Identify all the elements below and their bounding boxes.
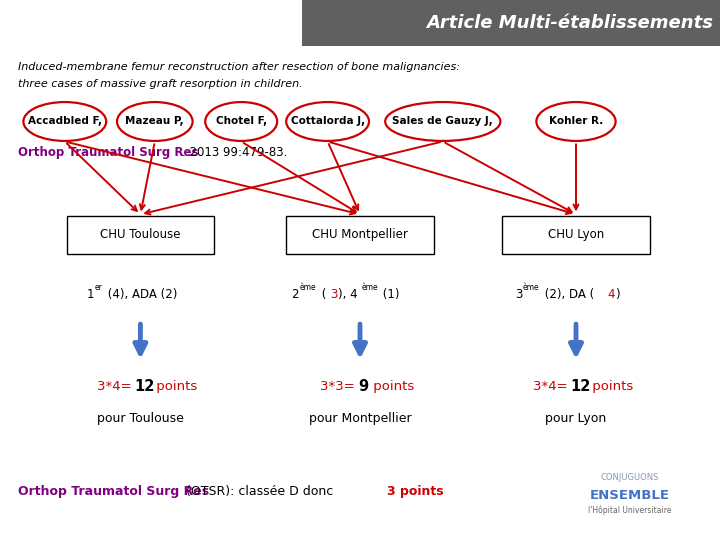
Text: pour Montpellier: pour Montpellier xyxy=(309,412,411,425)
Text: Orthop Traumatol Surg Res: Orthop Traumatol Surg Res xyxy=(18,485,209,498)
Text: 3*4=: 3*4= xyxy=(97,380,136,393)
Text: points: points xyxy=(152,380,197,393)
Text: Sales de Gauzy J,: Sales de Gauzy J, xyxy=(392,117,493,126)
Text: CHU Toulouse: CHU Toulouse xyxy=(100,228,181,241)
Text: ème: ème xyxy=(361,283,378,292)
Text: Accadbled F,: Accadbled F, xyxy=(28,117,102,126)
Text: 3*3=: 3*3= xyxy=(320,380,359,393)
Text: Cottalorda J,: Cottalorda J, xyxy=(291,117,364,126)
Text: 9: 9 xyxy=(358,379,368,394)
Text: (4), ADA (2): (4), ADA (2) xyxy=(104,288,178,301)
Text: . 2013 99:479-83.: . 2013 99:479-83. xyxy=(182,146,287,159)
Text: CONJUGUONS: CONJUGUONS xyxy=(600,474,660,482)
Text: (OTSR): classée D donc: (OTSR): classée D donc xyxy=(182,485,338,498)
Text: (2), DA (: (2), DA ( xyxy=(541,288,595,301)
Text: l'Hôpital Universitaire: l'Hôpital Universitaire xyxy=(588,505,672,515)
Text: points: points xyxy=(369,380,414,393)
Text: Chotel F,: Chotel F, xyxy=(215,117,267,126)
Text: 12: 12 xyxy=(135,379,155,394)
Text: 12: 12 xyxy=(570,379,590,394)
Text: (: ( xyxy=(318,288,327,301)
Text: 3: 3 xyxy=(515,288,522,301)
Text: ): ) xyxy=(615,288,619,301)
FancyBboxPatch shape xyxy=(503,216,650,254)
FancyBboxPatch shape xyxy=(66,216,215,254)
Text: 3 points: 3 points xyxy=(387,485,444,498)
Text: (1): (1) xyxy=(379,288,400,301)
Text: pour Lyon: pour Lyon xyxy=(545,412,607,425)
FancyBboxPatch shape xyxy=(287,216,433,254)
Text: ENSEMBLE: ENSEMBLE xyxy=(590,489,670,502)
Text: points: points xyxy=(588,380,633,393)
FancyBboxPatch shape xyxy=(302,0,720,46)
Text: 1: 1 xyxy=(86,288,94,301)
Text: Kohler R.: Kohler R. xyxy=(549,117,603,126)
Text: ème: ème xyxy=(300,283,316,292)
Text: CHU Lyon: CHU Lyon xyxy=(548,228,604,241)
Text: ), 4: ), 4 xyxy=(338,288,357,301)
Text: 3*4=: 3*4= xyxy=(533,380,572,393)
Text: 3: 3 xyxy=(330,288,337,301)
Text: CHU Montpellier: CHU Montpellier xyxy=(312,228,408,241)
Text: 4: 4 xyxy=(607,288,614,301)
Text: Mazeau P,: Mazeau P, xyxy=(125,117,184,126)
Text: Article Multi-établissements: Article Multi-établissements xyxy=(426,14,713,32)
Text: 2: 2 xyxy=(292,288,299,301)
Text: Orthop Traumatol Surg Res: Orthop Traumatol Surg Res xyxy=(18,146,199,159)
Text: ème: ème xyxy=(523,283,539,292)
Text: Induced-membrane femur reconstruction after resection of bone malignancies:: Induced-membrane femur reconstruction af… xyxy=(18,63,460,72)
Text: pour Toulouse: pour Toulouse xyxy=(97,412,184,425)
Text: three cases of massive graft resorption in children.: three cases of massive graft resorption … xyxy=(18,79,302,89)
Text: er: er xyxy=(94,283,102,292)
